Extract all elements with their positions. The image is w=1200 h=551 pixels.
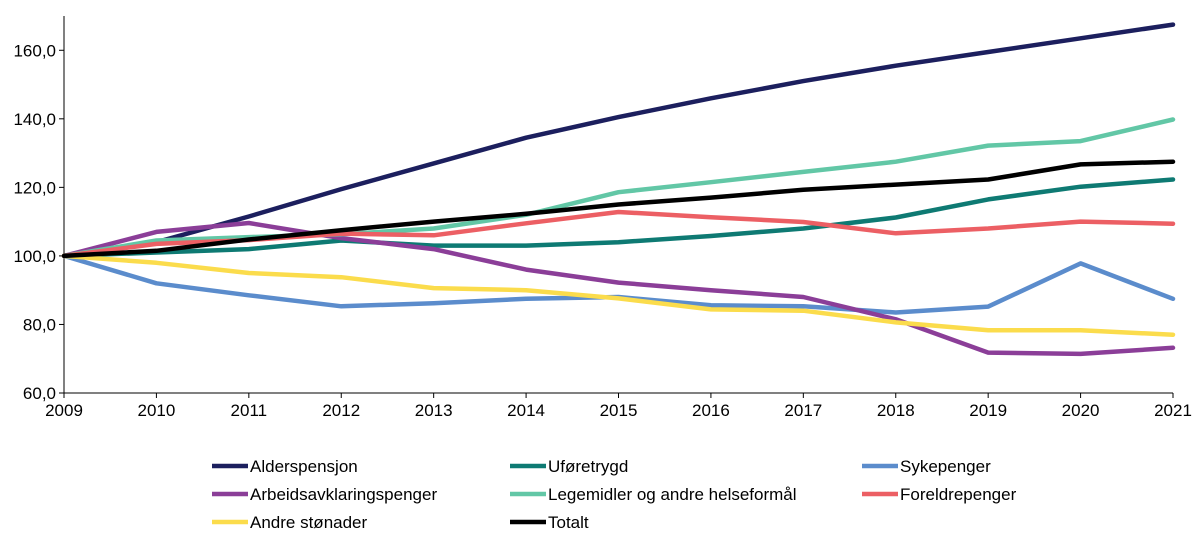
legend-item: Totalt xyxy=(510,513,589,532)
legend-item: Arbeidsavklaringspenger xyxy=(212,485,437,504)
legend-label: Foreldrepenger xyxy=(900,485,1017,504)
series-lines xyxy=(61,22,1176,357)
x-tick-label: 2017 xyxy=(784,401,822,420)
legend-item: Alderspensjon xyxy=(212,457,358,476)
x-tick-label: 2013 xyxy=(415,401,453,420)
x-tick-label: 2018 xyxy=(877,401,915,420)
series-line-andre-st-nader xyxy=(61,253,1176,337)
y-tick-label: 160,0 xyxy=(13,41,56,60)
legend-item: Foreldrepenger xyxy=(862,485,1017,504)
y-tick-label: 120,0 xyxy=(13,178,56,197)
x-tick-label: 2010 xyxy=(138,401,176,420)
x-tick-label: 2016 xyxy=(692,401,730,420)
legend-item: Legemidler og andre helseformål xyxy=(510,485,797,504)
x-tick-label: 2020 xyxy=(1062,401,1100,420)
legend-label: Alderspensjon xyxy=(250,457,358,476)
legend-label: Legemidler og andre helseformål xyxy=(548,485,797,504)
legend-label: Andre stønader xyxy=(250,513,368,532)
legend-item: Sykepenger xyxy=(862,457,991,476)
y-axis-ticks: 60,0 80,0 100,0 120,0 140,0 160,0 xyxy=(13,41,64,403)
x-tick-label: 2009 xyxy=(45,401,83,420)
series-line-totalt xyxy=(61,159,1176,259)
legend-label: Arbeidsavklaringspenger xyxy=(250,485,437,504)
legend-label: Sykepenger xyxy=(900,457,991,476)
x-tick-label: 2015 xyxy=(600,401,638,420)
legend-label: Uføretrygd xyxy=(548,457,628,476)
x-tick-label: 2012 xyxy=(322,401,360,420)
legend-item: Uføretrygd xyxy=(510,457,628,476)
y-tick-label: 140,0 xyxy=(13,110,56,129)
series-line-uf-retrygd xyxy=(61,177,1176,259)
y-tick-label: 100,0 xyxy=(13,247,56,266)
y-tick-label: 80,0 xyxy=(23,315,56,334)
x-tick-label: 2019 xyxy=(969,401,1007,420)
x-tick-label: 2014 xyxy=(507,401,545,420)
x-tick-label: 2011 xyxy=(231,401,268,420)
legend-item: Andre stønader xyxy=(212,513,368,532)
x-tick-label: 2021 xyxy=(1154,401,1192,420)
legend-label: Totalt xyxy=(548,513,589,532)
series-line-legemidler-og-andre-helseforma-l xyxy=(61,117,1176,259)
y-tick-label: 60,0 xyxy=(23,384,56,403)
x-axis-ticks: 2009 2010 2011 2012 2013 2014 2015 2016 2017 2018… xyxy=(45,393,1192,420)
legend: Alderspensjon Uføretrygd Sykepenger Arbeids… xyxy=(212,457,1017,532)
series-line-alderspensjon xyxy=(61,22,1176,259)
series-line-arbeidsavklaringspenger xyxy=(61,220,1176,357)
